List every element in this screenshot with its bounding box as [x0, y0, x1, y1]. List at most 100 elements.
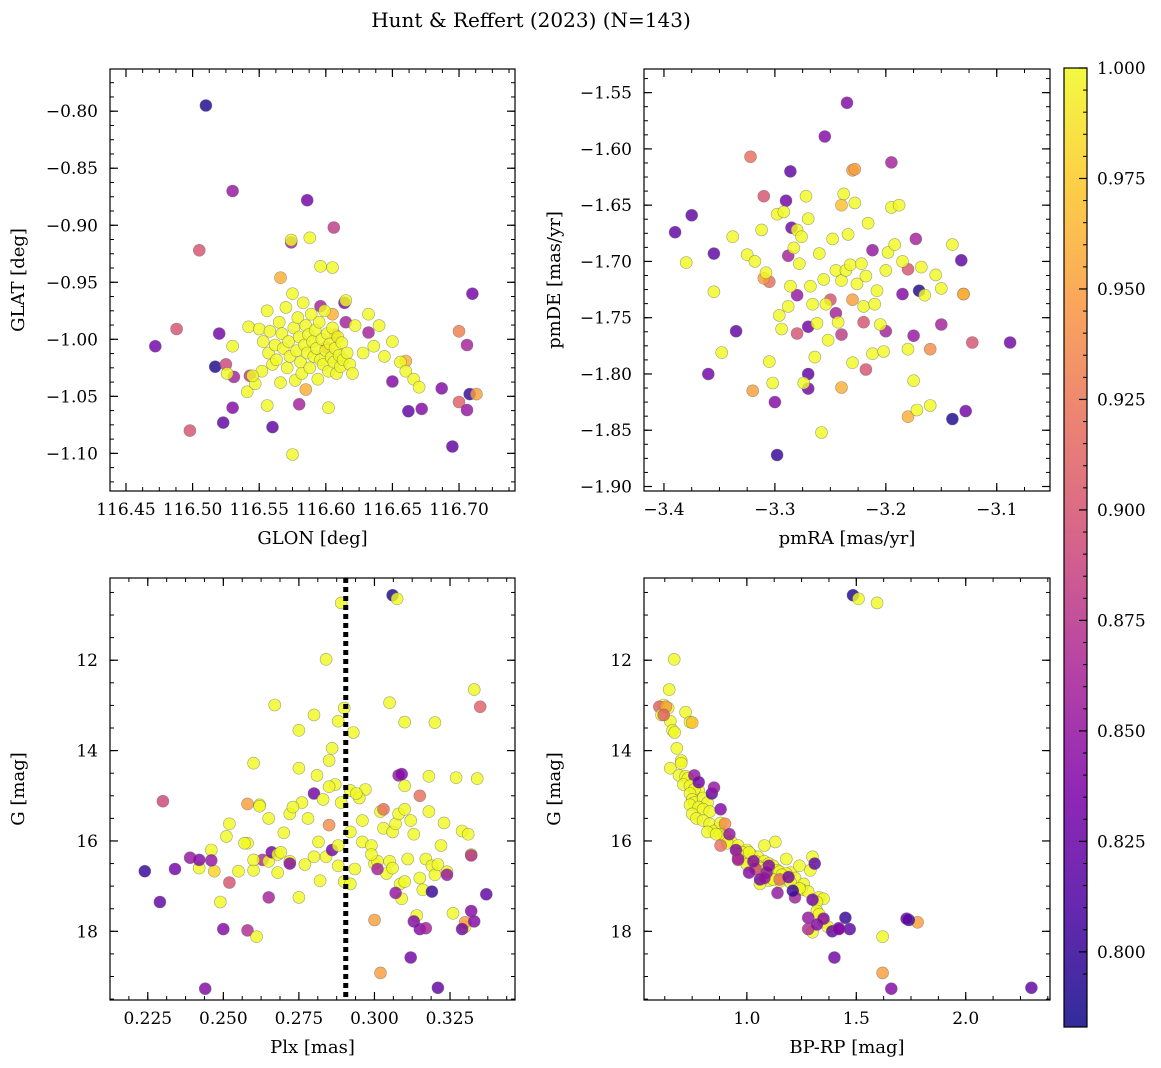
data-point	[855, 257, 868, 271]
data-point	[260, 304, 274, 318]
plx-g-scatter: 0.225 0.250 0.275 0.300 0.325 12 14 16 18 Plx [ma…	[8, 577, 516, 1058]
data-point	[909, 232, 923, 246]
data-point	[868, 297, 882, 311]
x-tick-label: −3.3	[754, 500, 795, 520]
y-tick-label: −1.60	[580, 140, 632, 160]
plot-frame	[643, 577, 1051, 1001]
data-point	[843, 258, 857, 272]
data-point	[861, 216, 875, 230]
data-point	[835, 381, 848, 394]
data-point	[1025, 981, 1038, 995]
x-axis-label: Plx [mas]	[270, 1037, 355, 1058]
data-point	[762, 355, 776, 368]
data-point	[748, 255, 762, 268]
data-point	[312, 315, 326, 329]
data-point	[246, 369, 259, 383]
points-group	[138, 588, 493, 996]
data-point	[884, 982, 898, 996]
plot-frame	[109, 68, 516, 492]
y-tick-label: 12	[610, 651, 632, 671]
data-point	[954, 253, 968, 267]
data-point	[371, 862, 384, 876]
data-point	[242, 320, 255, 334]
data-point	[896, 287, 909, 301]
y-axis-label: G [mag]	[8, 752, 29, 825]
data-point	[755, 223, 768, 237]
data-point	[331, 839, 345, 852]
data-point	[965, 336, 979, 349]
data-point	[452, 324, 466, 338]
x-tick-label: 0.325	[426, 1009, 475, 1029]
data-point	[268, 698, 282, 712]
data-point	[283, 857, 297, 870]
colorbar-tick-label: 0.875	[1097, 611, 1146, 631]
data-point	[757, 189, 771, 203]
x-axis-label: GLON [deg]	[257, 528, 367, 549]
data-point	[929, 268, 943, 282]
data-point	[377, 802, 390, 816]
data-point	[839, 911, 852, 925]
data-point	[325, 741, 339, 755]
data-point	[303, 231, 317, 245]
data-point	[692, 775, 706, 789]
data-point	[787, 241, 801, 255]
data-point	[959, 404, 973, 418]
data-point	[434, 839, 448, 852]
data-point	[322, 780, 336, 794]
y-tick-label: −1.65	[580, 196, 632, 216]
data-point	[470, 387, 483, 401]
data-point	[668, 726, 681, 739]
data-point	[907, 374, 920, 388]
data-point	[455, 922, 469, 936]
data-point	[801, 911, 815, 925]
data-point	[460, 403, 474, 417]
data-point	[307, 850, 321, 864]
data-point	[460, 338, 474, 352]
data-point	[667, 652, 681, 666]
data-point	[873, 318, 887, 331]
data-point	[876, 966, 889, 980]
data-point	[313, 874, 327, 888]
data-point	[840, 96, 854, 110]
data-point	[310, 769, 324, 782]
data-point	[918, 288, 932, 302]
colorbar-tick-label: 0.925	[1097, 390, 1146, 410]
data-point	[709, 827, 723, 841]
data-point	[784, 165, 797, 178]
data-point	[223, 876, 236, 889]
data-point	[848, 196, 862, 210]
data-point	[226, 339, 239, 353]
data-point	[247, 756, 260, 770]
data-point	[422, 805, 436, 818]
data-point	[402, 404, 415, 418]
data-point	[934, 318, 948, 331]
data-point	[291, 311, 305, 324]
data-point	[797, 376, 811, 390]
data-point	[848, 162, 862, 176]
data-point	[772, 309, 786, 322]
data-point	[715, 346, 729, 359]
data-point	[770, 448, 784, 462]
x-tick-label: 116.60	[296, 500, 355, 520]
data-point	[714, 839, 727, 852]
data-point	[762, 859, 776, 873]
data-point	[299, 383, 313, 396]
data-point	[808, 350, 822, 364]
data-point	[390, 592, 404, 606]
data-point	[365, 848, 378, 861]
data-point	[781, 300, 795, 313]
data-point	[464, 849, 478, 862]
data-point	[779, 852, 793, 866]
data-point	[831, 315, 845, 329]
data-point	[837, 187, 851, 201]
data-point	[356, 814, 369, 827]
data-point	[192, 853, 206, 867]
data-point	[473, 700, 487, 714]
data-point	[870, 596, 884, 610]
y-tick-label: 12	[76, 651, 98, 671]
data-point	[138, 864, 152, 878]
data-point	[431, 981, 445, 995]
data-point	[250, 930, 263, 944]
data-point	[156, 794, 170, 808]
data-point	[819, 297, 833, 311]
